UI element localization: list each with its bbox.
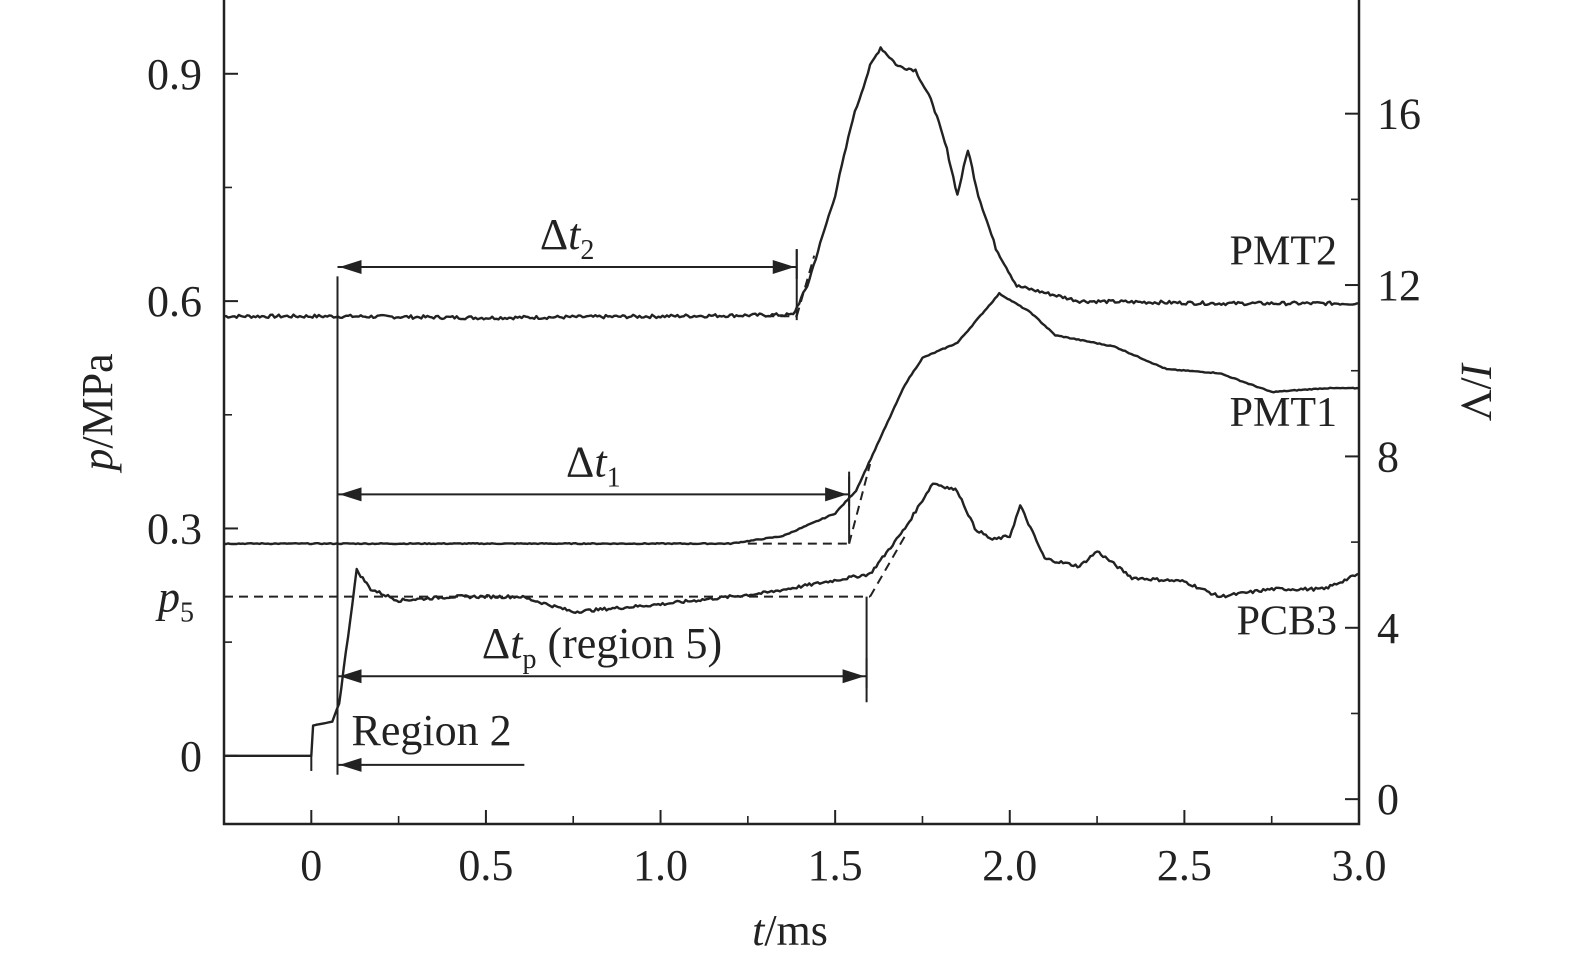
annotation-1-label: Δt2 xyxy=(540,210,595,266)
x-tick-label: 1.5 xyxy=(808,841,863,890)
y-left-tick-label: 0.6 xyxy=(147,277,202,326)
series-line-pcb3 xyxy=(224,482,1360,757)
y-right-axis-title-unit: /V xyxy=(1452,377,1501,421)
series-label-pcb3: PCB3 xyxy=(1237,599,1337,645)
y-right-tick-label: 16 xyxy=(1377,90,1421,139)
x-tick-label: 0 xyxy=(300,841,322,890)
annotation-2-label-delta: Δ xyxy=(566,437,594,486)
y-left-axis-title-var: p xyxy=(73,449,122,474)
pmt2-extrapolation xyxy=(795,255,816,317)
annotation-2-arrow-left xyxy=(339,487,362,502)
annotation-3-label-var: t xyxy=(510,619,524,668)
y-left-axis-title: p/MPa xyxy=(73,353,122,473)
annotation-3-label: Δtp (region 5) xyxy=(482,619,722,675)
x-axis-title-var: t xyxy=(752,906,766,955)
annotation-3-label-subscript: p xyxy=(522,644,536,675)
annotation-2-label-var: t xyxy=(594,437,608,486)
annotation-2-label: Δt1 xyxy=(566,437,621,493)
dashed-guides xyxy=(224,255,906,598)
pmt1-extrapolation xyxy=(848,463,872,544)
y-left-axis-ticks: 0 0.3 0.6 0.9 p5 xyxy=(147,50,238,781)
annotation-3-arrow-right xyxy=(842,669,865,684)
annotation-1-arrow-right xyxy=(772,260,795,275)
annotation-3-label-suffix: (region 5) xyxy=(536,619,722,668)
plot-frame xyxy=(222,0,1361,826)
y-left-p5-label-symbol: p xyxy=(155,573,180,622)
x-tick-label: 1.0 xyxy=(633,841,688,890)
annotation-4-label: Region 2 xyxy=(352,706,512,755)
y-right-tick-label: 8 xyxy=(1377,432,1399,481)
annotation-2-label-subscript: 1 xyxy=(607,462,621,493)
annotation-1-label-subscript: 2 xyxy=(580,235,594,266)
x-axis-title-unit: /ms xyxy=(764,906,828,955)
series-traces: PMT2 PMT1 PCB3 xyxy=(223,46,1360,757)
annotation-1-label-delta: Δ xyxy=(540,210,568,259)
pcb3-extrapolation xyxy=(869,535,906,598)
y-right-tick-label: 12 xyxy=(1377,261,1421,310)
y-right-tick-label: 0 xyxy=(1377,775,1399,824)
x-tick-label: 3.0 xyxy=(1332,841,1387,890)
x-tick-label: 0.5 xyxy=(458,841,513,890)
y-left-tick-label: 0.9 xyxy=(147,50,202,99)
annotation-3-label-delta: Δ xyxy=(482,619,510,668)
y-right-tick-label: 4 xyxy=(1377,604,1399,653)
series-line-pmt2 xyxy=(223,46,1359,321)
series-line-pmt1 xyxy=(223,291,1360,546)
y-left-p5-label-subscript: 5 xyxy=(180,598,194,629)
y-left-tick-label: 0 xyxy=(180,732,202,781)
x-tick-label: 2.0 xyxy=(982,841,1037,890)
annotation-4-arrow-left xyxy=(339,757,362,772)
x-tick-label: 2.5 xyxy=(1157,841,1212,890)
y-left-p5-label: p5 xyxy=(155,573,194,629)
annotation-3-arrow-left xyxy=(339,669,362,684)
annotation-1-arrow-left xyxy=(339,260,362,275)
y-right-axis-title: I/V xyxy=(1452,362,1501,422)
annotation-2-arrow-right xyxy=(825,487,848,502)
y-left-axis-title-unit: /MPa xyxy=(73,353,122,448)
y-right-axis-title-var: I xyxy=(1452,362,1501,380)
x-axis-ticks: 0 0.5 1.0 1.5 2.0 2.5 3.0 xyxy=(223,810,1387,890)
y-right-axis-ticks: 0 4 8 12 16 xyxy=(1345,90,1421,824)
series-label-pmt1: PMT1 xyxy=(1230,390,1337,436)
annotation-1-label-var: t xyxy=(568,210,582,259)
series-label-pmt2: PMT2 xyxy=(1230,229,1337,275)
x-axis-title: t/ms xyxy=(752,906,828,955)
y-left-tick-label: 0.3 xyxy=(147,504,202,553)
